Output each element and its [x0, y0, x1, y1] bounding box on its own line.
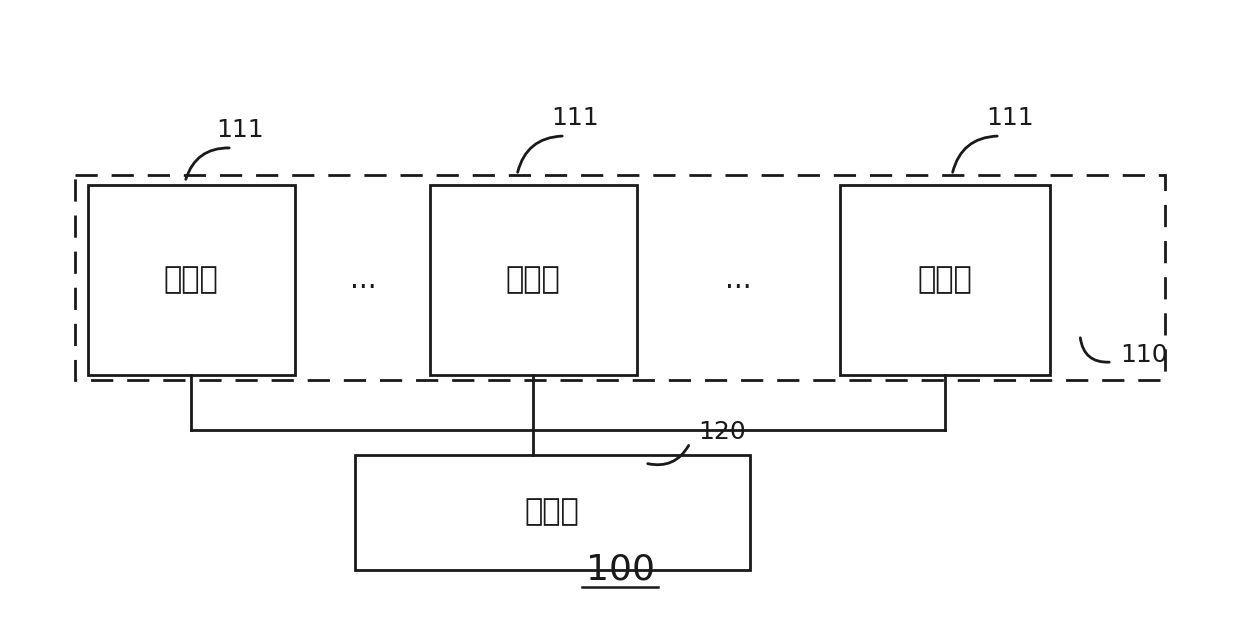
Text: 120: 120 [698, 420, 745, 444]
Bar [430, 185, 637, 375]
Text: 开关管: 开关管 [164, 265, 218, 294]
Text: 开关管: 开关管 [506, 265, 560, 294]
Text: ...: ... [350, 266, 376, 294]
Text: 111: 111 [552, 106, 599, 130]
Bar [74, 175, 1166, 380]
Text: 100: 100 [585, 553, 655, 587]
Bar [355, 455, 750, 570]
Text: 110: 110 [1120, 343, 1168, 367]
Text: 111: 111 [986, 106, 1034, 130]
Text: ...: ... [724, 266, 751, 294]
Text: 111: 111 [216, 118, 264, 142]
Text: 开关管: 开关管 [918, 265, 972, 294]
Bar [839, 185, 1050, 375]
Bar [88, 185, 295, 375]
Text: 控制器: 控制器 [525, 498, 579, 526]
